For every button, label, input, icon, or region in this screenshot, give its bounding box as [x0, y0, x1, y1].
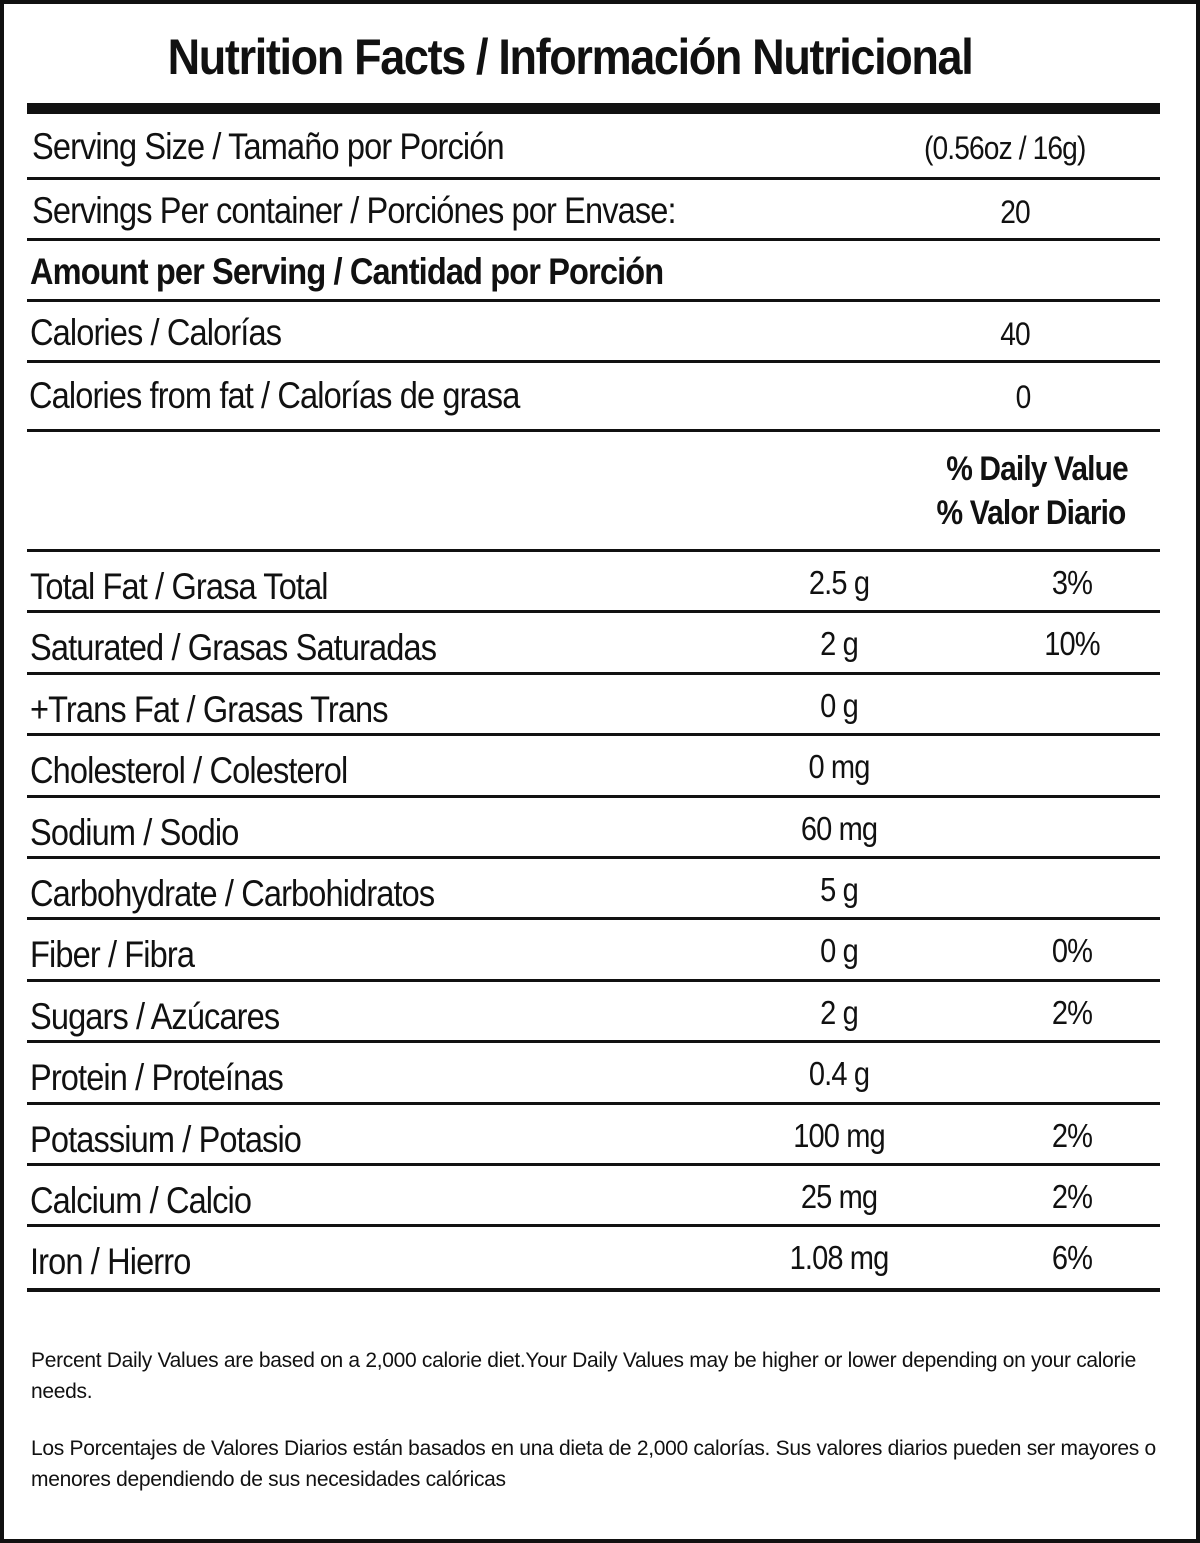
nutrient-row: Protein / Proteínas 0.4 g	[27, 1043, 1160, 1105]
nutrient-daily-value: 2%	[1051, 1116, 1093, 1154]
nutrient-amount: 0 g	[820, 686, 859, 724]
nutrient-row: Potassium / Potasio 100 mg 2%	[27, 1105, 1160, 1166]
nutrient-label: Protein / Proteínas	[30, 1057, 284, 1099]
calories-from-fat-label: Calories from fat / Calorías de grasa	[29, 375, 520, 416]
nutrient-label: Carbohydrate / Carbohidratos	[30, 873, 435, 914]
nutrient-row: Total Fat / Grasa Total 2.5 g 3%	[27, 552, 1160, 614]
nutrient-row: Saturated / Grasas Saturadas 2 g 10%	[27, 613, 1160, 675]
nutrient-row: +Trans Fat / Grasas Trans 0 g	[27, 675, 1160, 737]
nutrient-label: Fiber / Fibra	[30, 934, 195, 976]
nutrient-row: Fiber / Fibra 0 g 0%	[27, 920, 1160, 982]
nutrient-label: Calcium / Calcio	[30, 1180, 252, 1221]
thick-divider	[27, 103, 1160, 114]
nutrient-row: Cholesterol / Colesterol 0 mg	[27, 736, 1160, 798]
label-title: Nutrition Facts / Información Nutriciona…	[167, 29, 974, 85]
nutrient-amount: 0 g	[820, 932, 859, 970]
nutrient-amount: 2 g	[820, 993, 859, 1031]
nutrient-row: Carbohydrate / Carbohidratos 5 g	[27, 859, 1160, 921]
nutrient-amount: 60 mg	[800, 809, 878, 847]
amount-per-serving-row: Amount per Serving / Cantidad por Porció…	[27, 241, 1160, 302]
servings-per-container-row: Servings Per container / Porciónes por E…	[27, 180, 1160, 241]
nutrient-daily-value: 6%	[1051, 1239, 1093, 1277]
nutrient-label: Sugars / Azúcares	[30, 995, 280, 1037]
amount-per-serving-heading: Amount per Serving / Cantidad por Porció…	[30, 251, 664, 292]
nutrient-row: Iron / Hierro 1.08 mg 6%	[27, 1227, 1160, 1292]
nutrient-amount: 2.5 g	[808, 564, 870, 601]
nutrient-row: Calcium / Calcio 25 mg 2%	[27, 1166, 1160, 1228]
nutrient-label: Iron / Hierro	[30, 1241, 191, 1283]
nutrient-daily-value: 2%	[1051, 1178, 1093, 1215]
nutrient-daily-value: 2%	[1051, 993, 1093, 1031]
nutrient-amount: 1.08 mg	[789, 1239, 890, 1277]
servings-per-container-label: Servings Per container / Porciónes por E…	[32, 190, 677, 231]
nutrient-row: Sugars / Azúcares 2 g 2%	[27, 982, 1160, 1044]
nutrient-label: Cholesterol / Colesterol	[30, 750, 348, 792]
nutrient-daily-value: 10%	[1044, 625, 1100, 663]
serving-size-row: Serving Size / Tamaño por Porción (0.56o…	[27, 114, 1160, 180]
nutrient-label: Saturated / Grasas Saturadas	[30, 627, 437, 669]
nutrient-daily-value: 3%	[1051, 564, 1093, 601]
nutrient-amount: 0.4 g	[808, 1055, 870, 1093]
nutrient-amount: 0 mg	[808, 748, 870, 786]
calories-row: Calories / Calorías 40	[27, 302, 1160, 363]
calories-from-fat-row: Calories from fat / Calorías de grasa 0	[27, 363, 1160, 432]
footnote-spanish: Los Porcentajes de Valores Diarios están…	[31, 1437, 1156, 1491]
nutrient-amount: 2 g	[820, 625, 859, 663]
serving-size-value: (0.56oz / 16g)	[924, 130, 1086, 166]
nutrient-label: Sodium / Sodio	[30, 811, 239, 853]
nutrient-row: Sodium / Sodio 60 mg	[27, 798, 1160, 859]
calories-from-fat-value: 0	[1015, 379, 1032, 415]
calories-value: 40	[1000, 316, 1030, 352]
daily-value-header-en: % Daily Value	[946, 450, 1128, 488]
footnote-english: Percent Daily Values are based on a 2,00…	[31, 1349, 1136, 1403]
servings-per-container-value: 20	[1000, 194, 1030, 230]
nutrient-label: +Trans Fat / Grasas Trans	[30, 688, 389, 730]
nutrient-amount: 25 mg	[800, 1178, 878, 1215]
calories-label: Calories / Calorías	[30, 312, 282, 353]
nutrient-label: Potassium / Potasio	[30, 1118, 302, 1160]
nutrient-daily-value: 0%	[1051, 932, 1093, 970]
nutrient-label: Total Fat / Grasa Total	[30, 566, 329, 607]
daily-value-header-es: % Valor Diario	[936, 494, 1127, 532]
serving-size-label: Serving Size / Tamaño por Porción	[32, 126, 505, 167]
nutrient-amount: 100 mg	[793, 1116, 885, 1154]
nutrient-amount: 5 g	[820, 871, 859, 908]
daily-value-header-row: % Daily Value % Valor Diario	[27, 432, 1160, 552]
